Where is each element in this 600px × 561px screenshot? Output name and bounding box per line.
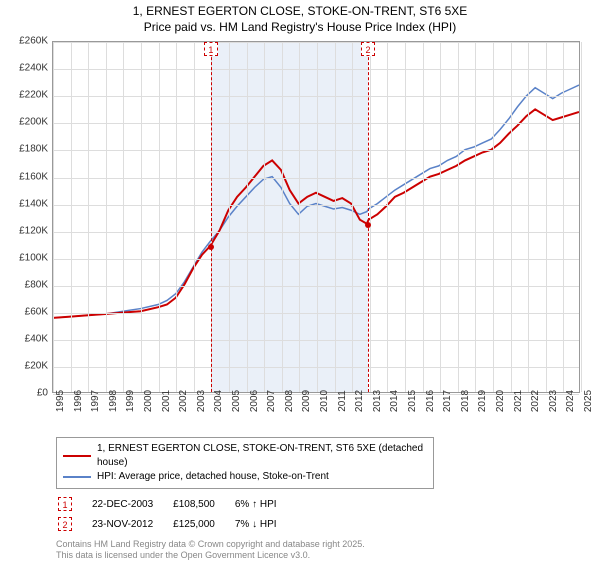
legend-label-property: 1, ERNEST EGERTON CLOSE, STOKE-ON-TRENT,…: [97, 442, 427, 470]
x-tick-label: 2022: [530, 390, 541, 412]
marker-date: 23-NOV-2012: [92, 515, 171, 533]
legend-swatch-hpi: [63, 476, 91, 478]
chart-marker: 2: [361, 42, 375, 56]
y-tick-label: £100K: [19, 252, 48, 263]
marker-badge: 2: [58, 517, 72, 531]
attribution-line-2: This data is licensed under the Open Gov…: [56, 550, 600, 561]
plot-area: 12: [52, 41, 580, 393]
marker-table: 1 22-DEC-2003£108,5006% ↑ HPI 2 23-NOV-2012…: [56, 493, 297, 535]
x-tick-label: 1996: [73, 390, 84, 412]
title-line-1: 1, ERNEST EGERTON CLOSE, STOKE-ON-TRENT,…: [0, 4, 600, 20]
chart-title: 1, ERNEST EGERTON CLOSE, STOKE-ON-TRENT,…: [0, 0, 600, 35]
legend-label-hpi: HPI: Average price, detached house, Stok…: [97, 470, 329, 484]
x-tick-label: 2003: [196, 390, 207, 412]
legend-swatch-property: [63, 455, 91, 457]
x-tick-label: 2009: [301, 390, 312, 412]
x-tick-label: 2010: [319, 390, 330, 412]
y-tick-label: £180K: [19, 144, 48, 155]
x-tick-label: 2000: [143, 390, 154, 412]
x-tick-label: 2012: [354, 390, 365, 412]
x-tick-label: 1995: [55, 390, 66, 412]
x-tick-label: 2005: [231, 390, 242, 412]
x-tick-label: 2014: [389, 390, 400, 412]
x-tick-label: 2019: [477, 390, 488, 412]
attribution-line-1: Contains HM Land Registry data © Crown c…: [56, 539, 600, 550]
chart-container: 12 £0£20K£40K£60K£80K£100K£120K£140K£160…: [10, 35, 590, 435]
x-tick-label: 2002: [178, 390, 189, 412]
x-tick-label: 2020: [495, 390, 506, 412]
x-tick-label: 2001: [161, 390, 172, 412]
x-tick-label: 1997: [90, 390, 101, 412]
chart-marker: 1: [204, 42, 218, 56]
y-tick-label: £160K: [19, 171, 48, 182]
attribution: Contains HM Land Registry data © Crown c…: [56, 539, 600, 561]
y-tick-label: £20K: [25, 361, 48, 372]
sale-point: [365, 222, 371, 228]
legend-row-hpi: HPI: Average price, detached house, Stok…: [63, 470, 427, 484]
marker-delta: 7% ↓ HPI: [235, 515, 295, 533]
marker-delta: 6% ↑ HPI: [235, 495, 295, 513]
legend: 1, ERNEST EGERTON CLOSE, STOKE-ON-TRENT,…: [56, 437, 434, 489]
y-tick-label: £40K: [25, 334, 48, 345]
marker-badge: 1: [58, 497, 72, 511]
x-tick-label: 2008: [284, 390, 295, 412]
x-tick-label: 2016: [425, 390, 436, 412]
x-tick-label: 2011: [337, 390, 348, 412]
x-tick-label: 2023: [548, 390, 559, 412]
marker-price: £125,000: [173, 515, 233, 533]
sale-point: [208, 244, 214, 250]
x-tick-label: 1998: [108, 390, 119, 412]
x-tick-label: 2013: [372, 390, 383, 412]
x-tick-label: 2015: [407, 390, 418, 412]
x-tick-label: 2006: [249, 390, 260, 412]
y-tick-label: £80K: [25, 279, 48, 290]
legend-row-property: 1, ERNEST EGERTON CLOSE, STOKE-ON-TRENT,…: [63, 442, 427, 470]
y-tick-label: £120K: [19, 225, 48, 236]
x-tick-label: 2007: [266, 390, 277, 412]
title-line-2: Price paid vs. HM Land Registry's House …: [0, 20, 600, 36]
marker-price: £108,500: [173, 495, 233, 513]
y-tick-label: £240K: [19, 63, 48, 74]
y-tick-label: £260K: [19, 36, 48, 47]
x-tick-label: 1999: [125, 390, 136, 412]
x-tick-label: 2024: [565, 390, 576, 412]
x-tick-label: 2004: [213, 390, 224, 412]
x-tick-label: 2021: [513, 390, 524, 412]
y-tick-label: £220K: [19, 90, 48, 101]
marker-row: 2 23-NOV-2012£125,0007% ↓ HPI: [58, 515, 295, 533]
marker-date: 22-DEC-2003: [92, 495, 171, 513]
x-tick-label: 2017: [442, 390, 453, 412]
y-tick-label: £140K: [19, 198, 48, 209]
x-tick-label: 2018: [460, 390, 471, 412]
y-tick-label: £200K: [19, 117, 48, 128]
y-tick-label: £0: [37, 388, 48, 399]
marker-row: 1 22-DEC-2003£108,5006% ↑ HPI: [58, 495, 295, 513]
x-tick-label: 2025: [583, 390, 594, 412]
y-tick-label: £60K: [25, 306, 48, 317]
